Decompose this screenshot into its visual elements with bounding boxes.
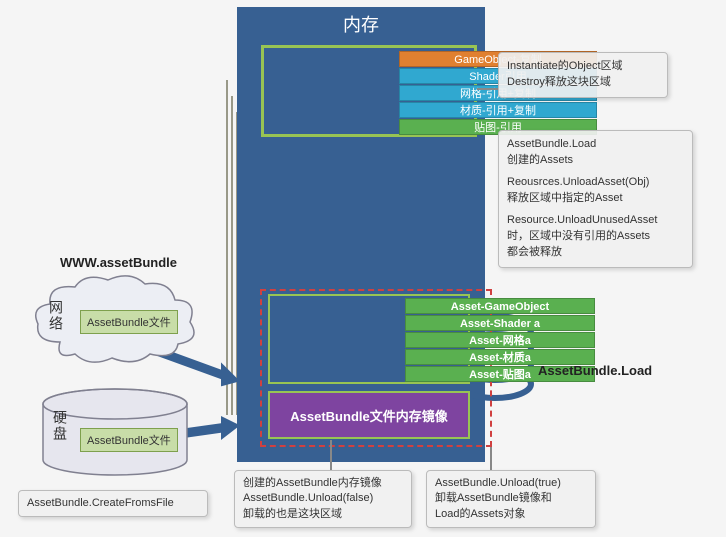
callout-instantiate: Instantiate的Object区域 Destroy释放这块区域 — [498, 52, 668, 98]
callout-load-assets: AssetBundle.Load 创建的Assets Reousrces.Unl… — [498, 130, 693, 268]
label-network: 网络 — [46, 300, 66, 332]
label-abload: AssetBundle.Load — [538, 363, 652, 378]
file-box-net: AssetBundle文件 — [80, 310, 178, 334]
asset-gameobject: Asset-GameObject — [405, 298, 595, 314]
asset-mesh: Asset-网格a — [405, 332, 595, 348]
ref-line-2 — [231, 96, 233, 415]
connector-c1 — [477, 88, 499, 90]
label-disk: 硬盘 — [50, 410, 70, 442]
ref-line-1 — [226, 80, 228, 415]
conn-c4 — [330, 440, 332, 470]
callout-unload-false: 创建的AssetBundle内存镜像 AssetBundle.Unload(fa… — [234, 470, 412, 528]
asset-shader: Asset-Shader a — [405, 315, 595, 331]
conn-c5 — [490, 447, 492, 470]
label-createfromfile: AssetBundle.CreateFromsFile — [18, 490, 208, 517]
band-material: 材质-引用+复制 — [399, 102, 597, 118]
callout-unload-true: AssetBundle.Unload(true) 卸载AssetBundle镜像… — [426, 470, 596, 528]
memory-title: 内存 — [237, 7, 485, 41]
assetbundle-mirror: AssetBundle文件内存镜像 — [268, 391, 470, 439]
label-www: WWW.assetBundle — [60, 255, 177, 270]
file-box-disk: AssetBundle文件 — [80, 428, 178, 452]
